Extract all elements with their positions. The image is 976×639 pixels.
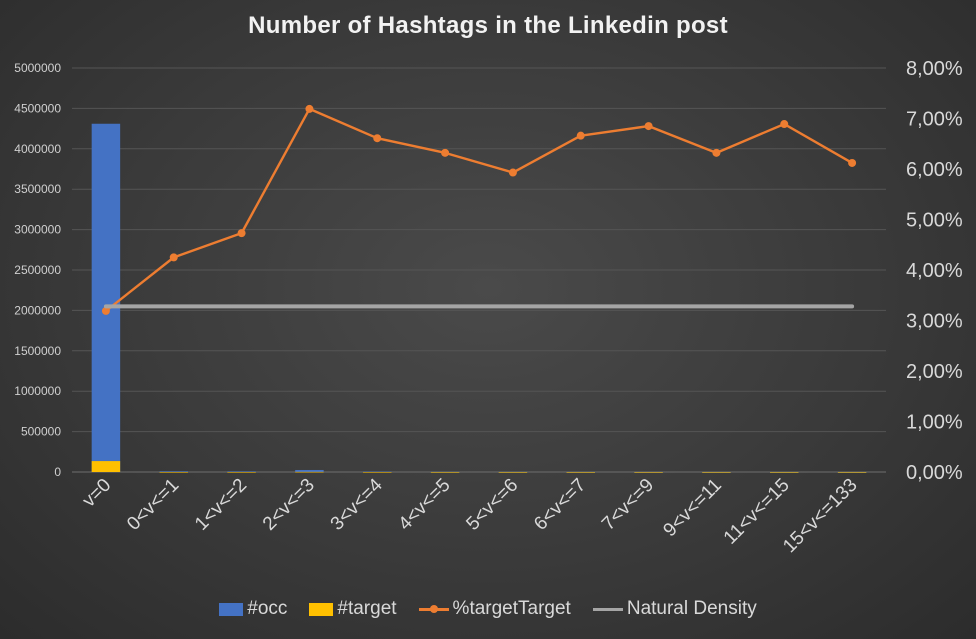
line-target-target — [104, 107, 854, 313]
x-axis-tick-label: 5<v<=6 — [462, 475, 522, 535]
line-marker — [441, 148, 450, 157]
bars — [91, 123, 867, 473]
x-axis-tick-label: v=0 — [79, 475, 116, 512]
x-axis-tick-label: 2<v<=3 — [259, 475, 319, 535]
bar-target — [159, 471, 188, 473]
legend-item-target-target: %targetTarget — [418, 598, 571, 620]
chart-title: Number of Hashtags in the Linkedin post — [248, 12, 728, 39]
x-axis-tick-label: 1<v<=2 — [191, 475, 251, 535]
legend-label-occ: #occ — [247, 598, 288, 619]
x-axis-tick-label: 9<v<=11 — [659, 475, 726, 542]
legend-label-target-target: %targetTarget — [452, 598, 571, 619]
bar-occ — [227, 471, 256, 473]
right-axis-tick-label: 0,00% — [906, 462, 963, 484]
line-marker — [373, 134, 382, 143]
bar-target — [498, 471, 528, 473]
bar-target — [91, 461, 121, 472]
left-axis-tick-label: 500000 — [21, 425, 61, 439]
legend-item-occ: #occ — [219, 598, 287, 620]
bar-target — [837, 471, 867, 473]
x-axis-labels: v=0 0<v<=1 1<v<=2 2<v<=3 3<v<=4 4<v<=5 5<v<=6 6… — [79, 474, 862, 557]
bar-occ — [91, 123, 121, 472]
x-axis-tick-label: 15<v<=133 — [779, 475, 861, 557]
bar-occ — [159, 471, 188, 473]
legend-item-natural-density: Natural Density — [592, 598, 757, 620]
bar-occ — [295, 469, 324, 472]
legend-swatch-target — [309, 602, 334, 616]
line-marker — [780, 120, 789, 129]
right-axis-tick-label: 4,00% — [906, 260, 963, 282]
x-axis-tick-label: 0<v<=1 — [123, 475, 183, 535]
line-marker — [712, 148, 721, 157]
left-axis-tick-label: 1500000 — [14, 344, 61, 358]
left-axis-tick-label: 0 — [54, 465, 61, 479]
legend-label-target: #target — [337, 598, 397, 619]
legend: #occ #target %targetTarget Natural Densi… — [0, 598, 976, 620]
bar-target — [227, 471, 256, 473]
line-marker — [576, 131, 585, 140]
legend-swatch-occ — [219, 602, 244, 616]
line-marker — [848, 158, 857, 167]
right-axis-tick-label: 8,00% — [906, 58, 963, 80]
line-marker — [237, 229, 246, 238]
bar-occ — [363, 471, 392, 473]
left-axis-tick-label: 2500000 — [14, 263, 61, 277]
left-axis-tick-label: 2000000 — [14, 303, 61, 317]
right-axis-tick-label: 1,00% — [906, 412, 963, 434]
bar-target — [430, 471, 460, 473]
line-marker — [169, 253, 178, 262]
legend-swatch-natural-density — [592, 602, 623, 616]
bar-target — [363, 471, 392, 473]
x-axis-tick-label: 4<v<=5 — [395, 475, 455, 535]
left-axis-tick-label: 1000000 — [14, 384, 61, 398]
line-marker — [101, 306, 110, 315]
left-axis-tick-label: 3000000 — [14, 223, 61, 237]
left-axis-tick-label: 4000000 — [14, 142, 61, 156]
x-axis-tick-label: 7<v<=9 — [598, 475, 658, 535]
left-axis-tick-label: 3500000 — [14, 182, 61, 196]
bar-target — [634, 471, 663, 473]
left-axis-tick-label: 5000000 — [14, 61, 61, 75]
legend-item-target: #target — [309, 598, 397, 620]
bar-target — [770, 471, 799, 473]
right-axis-tick-label: 2,00% — [906, 361, 963, 383]
lines — [101, 104, 857, 315]
bar-target — [566, 471, 595, 473]
right-axis-tick-label: 6,00% — [906, 159, 963, 181]
x-axis-tick-label: 6<v<=7 — [530, 475, 590, 535]
line-marker — [644, 122, 653, 131]
right-axis-tick-label: 5,00% — [906, 210, 963, 232]
bar-target — [295, 471, 324, 473]
legend-label-natural-density: Natural Density — [626, 598, 757, 619]
right-axis: 0,00% 1,00% 2,00% 3,00% 4,00% 5,00% 6,00% 7,00%… — [906, 58, 963, 484]
x-axis-tick-label: 3<v<=4 — [327, 474, 387, 534]
left-axis: 0 500000 1000000 1500000 2000000 2500000 30000… — [14, 61, 61, 479]
right-axis-tick-label: 3,00% — [906, 311, 963, 333]
left-axis-tick-label: 4500000 — [14, 101, 61, 115]
gridlines — [72, 67, 886, 473]
bar-target — [702, 471, 731, 473]
line-marker — [305, 104, 314, 113]
right-axis-tick-label: 7,00% — [906, 109, 963, 131]
line-marker — [508, 168, 517, 177]
legend-swatch-target-target — [418, 602, 449, 616]
